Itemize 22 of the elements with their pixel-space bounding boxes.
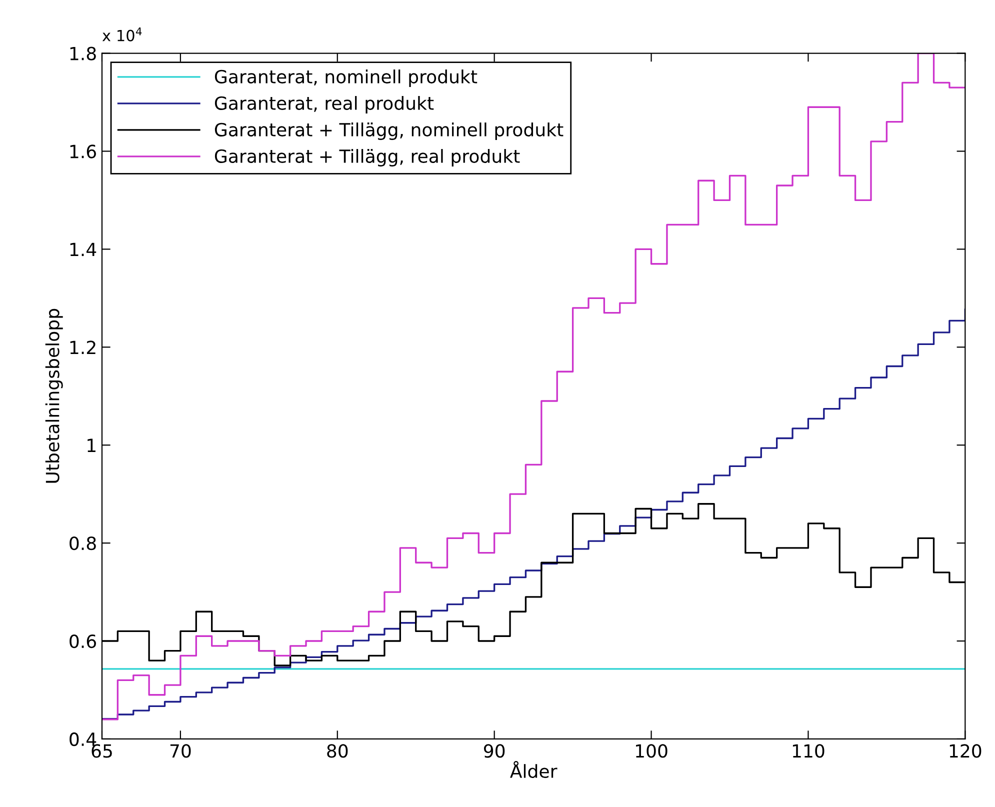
x-tick-label: 90 bbox=[484, 744, 505, 758]
x-tick-label: 80 bbox=[327, 744, 348, 758]
y-tick-label: 0.6 bbox=[70, 634, 96, 648]
x-axis-title: Ålder bbox=[510, 761, 558, 778]
y-tick-label: 1.8 bbox=[70, 46, 96, 60]
x-tick-label: 70 bbox=[170, 744, 191, 758]
y-tick-label: 1.4 bbox=[70, 242, 96, 256]
x-tick-label: 110 bbox=[792, 744, 824, 758]
x-tick-label: 120 bbox=[950, 744, 982, 758]
x-tick-label: 65 bbox=[92, 744, 112, 758]
legend-label: Garanterat + Tillägg, nominell produkt bbox=[214, 122, 564, 140]
y-tick-label: 1.6 bbox=[70, 144, 96, 158]
y-tick-label: 1 bbox=[88, 438, 96, 452]
legend-label: Garanterat, real produkt bbox=[214, 96, 434, 114]
text: x 10$^{4}$ bbox=[102, 27, 142, 42]
y-axis-title: Utbetalningsbelopp bbox=[45, 308, 63, 483]
x-tick-label: 100 bbox=[636, 744, 668, 758]
legend-label: Garanterat, nominell produkt bbox=[214, 70, 478, 87]
y-tick-label: 1.2 bbox=[70, 340, 96, 354]
y-tick-label: 0.4 bbox=[70, 732, 96, 746]
legend-label: Garanterat + Tillägg, real produkt bbox=[214, 149, 520, 166]
y-tick-label: 0.8 bbox=[70, 536, 96, 550]
